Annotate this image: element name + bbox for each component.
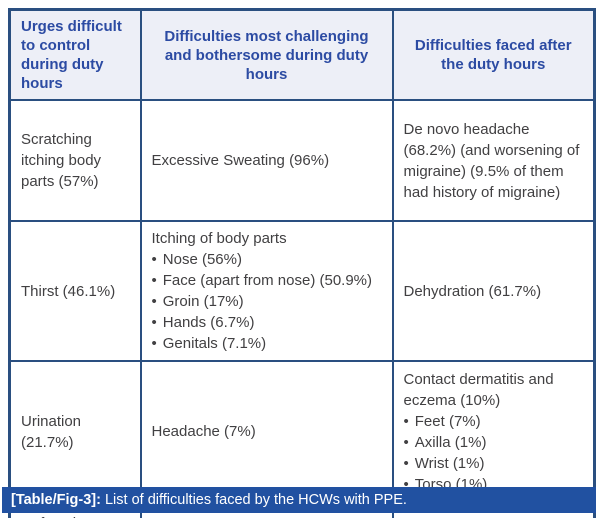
table-row: Scratching itching body parts (57%) Exce…	[8, 99, 596, 222]
header-difficulties-after-duty: Difficulties faced after the duty hours	[391, 8, 596, 101]
ppe-difficulties-table: Urges difficult to control during duty h…	[8, 8, 596, 518]
header-urges-during-duty: Urges difficult to control during duty h…	[8, 8, 142, 101]
itching-bullet-nose: Nose (56%)	[152, 249, 382, 270]
itching-bullet-hands: Hands (6.7%)	[152, 312, 382, 333]
cell-during-itching: Itching of body parts Nose (56%) Face (a…	[139, 220, 394, 362]
cell-during-sweating: Excessive Sweating (96%)	[139, 99, 394, 222]
table-row: Thirst (46.1%) Itching of body parts Nos…	[8, 220, 596, 362]
itching-intro: Itching of body parts	[151, 230, 287, 247]
dermatitis-intro: Contact dermatitis and eczema (10%)	[403, 370, 554, 409]
header-row: Urges difficult to control during duty h…	[8, 8, 596, 101]
itching-bullet-face: Face (apart from nose) (50.9%)	[152, 270, 382, 291]
dermatitis-bullet-axilla: Axilla (1%)	[404, 432, 584, 453]
caption-text: List of difficulties faced by the HCWs w…	[104, 492, 407, 508]
dermatitis-bullet-wrist: Wrist (1%)	[404, 453, 584, 474]
table-row: Urination (21.7%) Headache (7%) Contact …	[8, 360, 596, 503]
itching-bullet-genitals: Genitals (7.1%)	[152, 333, 382, 354]
header-difficulties-during-duty: Difficulties most challenging and bother…	[139, 8, 394, 101]
table-caption-bar: [Table/Fig-3]: List of difficulties face…	[2, 487, 596, 513]
caption-label: [Table/Fig-3]:	[11, 492, 101, 508]
cell-urges-thirst: Thirst (46.1%)	[8, 220, 142, 362]
itching-bullet-groin: Groin (17%)	[152, 291, 382, 312]
dermatitis-bullet-feet: Feet (7%)	[404, 411, 584, 432]
cell-after-headache: De novo headache (68.2%) (and worsening …	[391, 99, 596, 222]
cell-urges-scratching: Scratching itching body parts (57%)	[8, 99, 142, 222]
cell-during-headache: Headache (7%)	[139, 360, 394, 503]
cell-after-dermatitis: Contact dermatitis and eczema (10%) Feet…	[391, 360, 596, 503]
cell-urges-urination: Urination (21.7%)	[8, 360, 142, 503]
cell-after-dehydration: Dehydration (61.7%)	[391, 220, 596, 362]
